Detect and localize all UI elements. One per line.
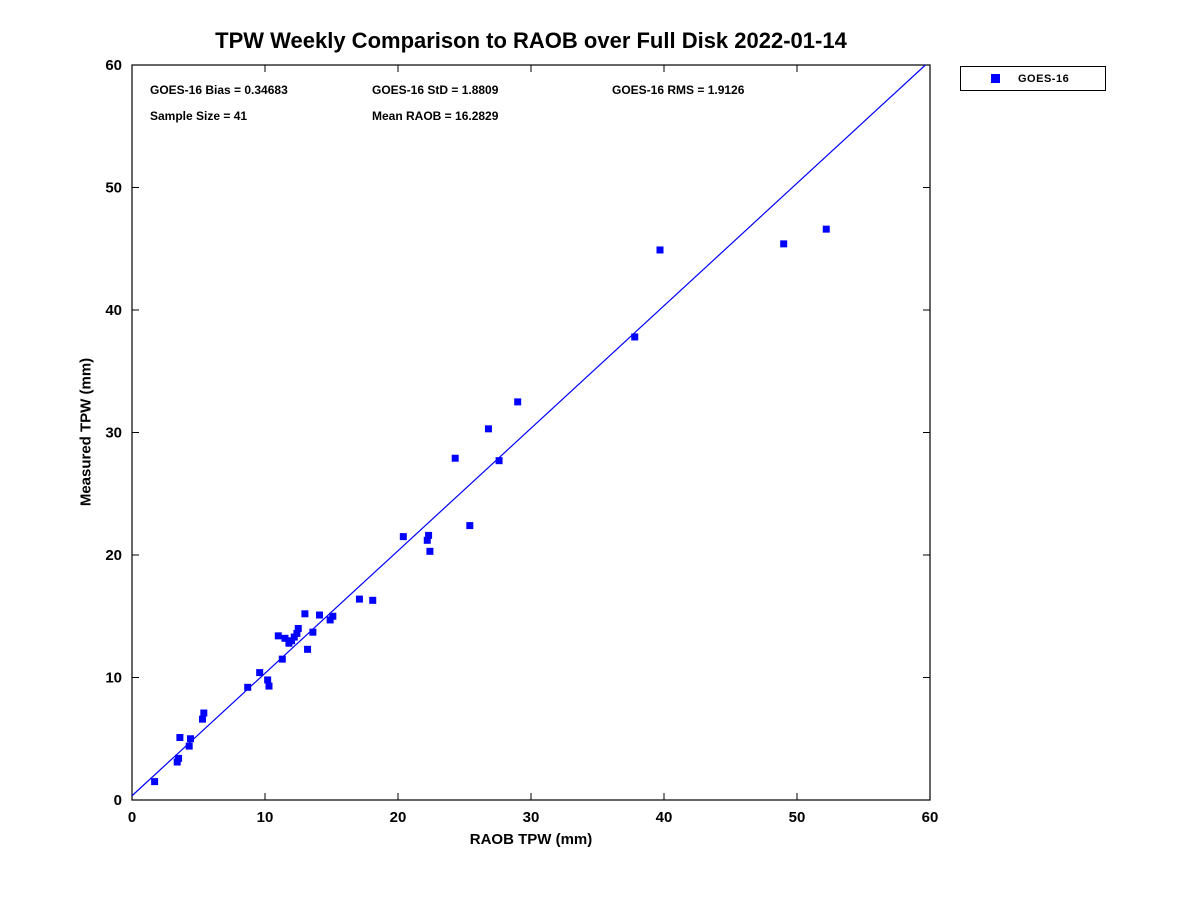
scatter-point: [301, 610, 309, 618]
scatter-point: [187, 735, 195, 743]
scatter-point: [369, 596, 377, 604]
scatter-point: [780, 240, 788, 248]
scatter-point: [466, 522, 474, 530]
scatter-point: [176, 734, 184, 742]
scatter-point: [355, 595, 363, 603]
scatter-point: [426, 547, 434, 555]
scatter-point: [281, 634, 289, 642]
scatter-point: [399, 533, 407, 541]
x-axis-label: RAOB TPW (mm): [469, 831, 593, 848]
legend-label: GOES-16: [1018, 72, 1070, 85]
y-tick-label: 20: [105, 547, 122, 564]
scatter-point: [290, 633, 298, 641]
scatter-point: [256, 669, 264, 677]
scatter-point: [200, 709, 208, 717]
scatter-point: [656, 246, 664, 254]
x-tick-label: 20: [390, 809, 407, 826]
annotation-rms: GOES-16 RMS = 1.9126: [612, 83, 745, 97]
x-tick-label: 60: [922, 809, 939, 826]
legend-marker-square-icon: [991, 74, 1000, 83]
y-tick-label: 0: [114, 792, 122, 809]
scatter-point: [495, 457, 503, 465]
x-tick-label: 50: [789, 809, 806, 826]
scatter-point: [326, 616, 334, 624]
fit-line: [131, 64, 926, 797]
scatter-point: [822, 225, 830, 233]
scatter-point: [173, 758, 181, 766]
annotation-mean-raob: Mean RAOB = 16.2829: [372, 109, 499, 123]
y-tick-label: 60: [105, 57, 122, 74]
scatter-point: [264, 676, 272, 684]
scatter-point: [484, 425, 492, 433]
annotation-sample-size: Sample Size = 41: [150, 109, 248, 123]
scatter-point: [425, 531, 433, 539]
scatter-point: [185, 742, 193, 750]
scatter-point: [274, 632, 282, 640]
x-tick-label: 10: [257, 809, 274, 826]
annotation-std: GOES-16 StD = 1.8809: [372, 83, 499, 97]
scatter-point: [151, 778, 159, 786]
y-tick-label: 30: [105, 425, 122, 442]
scatter-point: [265, 682, 273, 690]
scatter-point: [288, 637, 296, 645]
scatter-point: [278, 655, 286, 663]
scatter-point: [244, 683, 252, 691]
y-tick-label: 50: [105, 180, 122, 197]
scatter-point: [309, 628, 317, 636]
chart-title: TPW Weekly Comparison to RAOB over Full …: [215, 28, 847, 53]
scatter-point: [514, 398, 522, 406]
scatter-point: [304, 645, 312, 653]
scatter-point: [294, 625, 302, 632]
scatter-point: [423, 536, 431, 544]
scatter-point: [198, 715, 206, 723]
y-tick-label: 10: [105, 670, 122, 687]
legend: GOES-16: [960, 66, 1106, 91]
plot-border: [131, 64, 931, 801]
scatter-point: [451, 454, 459, 462]
scatter-point: [316, 611, 324, 619]
scatter-point: [293, 629, 301, 637]
x-tick-label: 40: [656, 809, 673, 826]
scatter-point: [175, 754, 183, 762]
x-tick-label: 0: [128, 809, 136, 826]
annotation-bias: GOES-16 Bias = 0.34683: [150, 83, 288, 97]
x-tick-label: 30: [523, 809, 540, 826]
scatter-point: [329, 612, 337, 620]
y-tick-label: 40: [105, 302, 122, 319]
scatter-point: [631, 333, 639, 341]
